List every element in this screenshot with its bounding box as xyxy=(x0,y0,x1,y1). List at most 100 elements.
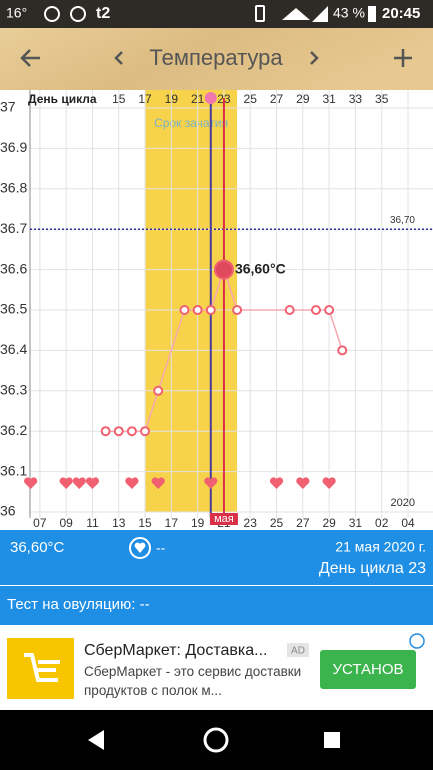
heart xyxy=(72,477,86,489)
cycle-tick-label: 27 xyxy=(270,92,284,106)
point xyxy=(205,305,216,315)
x-tick-label: 15 xyxy=(138,516,152,530)
y-tick-label: 36 xyxy=(0,503,16,519)
x-tick-label: 23 xyxy=(244,516,258,530)
year-label: 2020 xyxy=(391,497,415,509)
y-tick-label: 36.2 xyxy=(0,422,27,438)
back-button[interactable] xyxy=(20,49,40,67)
value-label: 36,60°C xyxy=(235,260,286,276)
heart xyxy=(85,477,100,489)
status-carrier: t2 xyxy=(96,5,110,22)
nav-home[interactable] xyxy=(203,727,229,753)
status-icon xyxy=(70,6,86,22)
status-battery: 43 % xyxy=(333,5,365,21)
ovulation-bar[interactable] xyxy=(0,586,433,625)
heart-shape xyxy=(134,542,146,553)
x-tick-label: 19 xyxy=(191,516,205,530)
status-bar xyxy=(0,0,433,28)
chart: Срок зачатия 36 36.1 36.2 36.3 36.4 36.5 36.6 36… xyxy=(0,90,433,530)
month-bg xyxy=(209,513,238,525)
x-tick-label: 09 xyxy=(59,516,73,530)
cycle-tick-label: 31 xyxy=(322,92,336,106)
ad-text-box: СберМаркет - это сервис доставки продукт… xyxy=(84,664,302,698)
y-tick-label: 36.4 xyxy=(0,341,27,357)
nav-back[interactable] xyxy=(88,730,104,750)
cycle-tick-label: 19 xyxy=(165,92,179,106)
info-date: 21 мая 2020 г. xyxy=(335,539,426,555)
next-button[interactable] xyxy=(310,51,319,65)
fertile-label: Срок зачатия xyxy=(154,116,228,130)
heart-icon[interactable] xyxy=(129,537,151,559)
add-button[interactable] xyxy=(394,49,412,67)
x-tick-label: 02 xyxy=(375,516,389,530)
heart xyxy=(125,477,139,489)
point xyxy=(324,305,335,315)
fertile-window xyxy=(145,90,238,512)
point xyxy=(284,305,295,315)
heart xyxy=(151,477,165,489)
y-tick-label: 36.8 xyxy=(0,180,27,196)
month-label: мая xyxy=(214,513,234,525)
highlight-point xyxy=(213,259,234,280)
cycle-tick-label: 35 xyxy=(375,92,389,106)
y-tick-label: 36.7 xyxy=(0,220,27,236)
toolbar-title: Температура xyxy=(149,45,283,70)
ovulation-dot xyxy=(204,92,217,104)
x-tick-label: 04 xyxy=(401,516,415,530)
ad-title: СберМаркет: Доставка... xyxy=(84,642,267,659)
wifi-icon xyxy=(282,8,310,20)
toolbar xyxy=(0,28,433,90)
heart xyxy=(24,477,38,489)
heart xyxy=(269,477,284,489)
battery-icon xyxy=(368,6,376,22)
cycle-tick-label: 33 xyxy=(349,92,363,106)
point xyxy=(100,426,111,437)
x-tick-label: 25 xyxy=(270,516,284,530)
threshold-label: 36,70 xyxy=(390,215,415,226)
y-tick-label: 37 xyxy=(0,99,16,115)
x-tick-label: 13 xyxy=(112,516,126,530)
heart xyxy=(322,477,336,489)
y-tick-label: 36.3 xyxy=(0,382,27,398)
point xyxy=(192,305,203,315)
ad-info[interactable] xyxy=(409,633,425,649)
signal-icon xyxy=(312,6,328,22)
point xyxy=(126,426,137,437)
point xyxy=(232,305,243,315)
heart xyxy=(296,477,310,489)
x-tick-label: 11 xyxy=(86,516,99,530)
point xyxy=(153,385,164,396)
status-icon xyxy=(255,5,265,22)
ad-text: СберМаркет - это сервис доставки продукт… xyxy=(84,664,302,698)
y-tick-label: 36.1 xyxy=(0,462,27,478)
point xyxy=(113,426,124,437)
ad-button[interactable] xyxy=(320,650,416,689)
heart xyxy=(59,477,73,489)
nav-bar xyxy=(0,710,433,770)
cycle-tick-label: 17 xyxy=(138,92,152,106)
x-tick-label: 07 xyxy=(33,516,47,530)
heart xyxy=(204,477,218,489)
y-tick-label: 36.5 xyxy=(0,301,27,317)
cycle-tick-label: 29 xyxy=(296,92,310,106)
x-tick-label: 27 xyxy=(296,516,310,530)
status-icon xyxy=(44,6,60,22)
point xyxy=(310,305,321,315)
x-tick-label: 17 xyxy=(165,516,179,530)
status-temp: 16° xyxy=(6,5,27,21)
nav-recent[interactable] xyxy=(324,732,340,748)
ad-logo xyxy=(24,653,60,682)
point xyxy=(179,305,190,315)
y-tick-label: 36.6 xyxy=(0,260,27,276)
ad-badge: AD xyxy=(291,646,305,657)
info-panel xyxy=(0,530,433,585)
info-mark: -- xyxy=(156,540,166,556)
cycle-tick-label: 25 xyxy=(244,92,258,106)
x-tick-label: 29 xyxy=(322,516,336,530)
prev-button[interactable] xyxy=(114,51,123,65)
x-title: День цикла xyxy=(28,92,97,106)
info-cycle-day: День цикла 23 xyxy=(319,560,426,577)
ovulation-test: Тест на овуляцию: -- xyxy=(7,596,150,613)
